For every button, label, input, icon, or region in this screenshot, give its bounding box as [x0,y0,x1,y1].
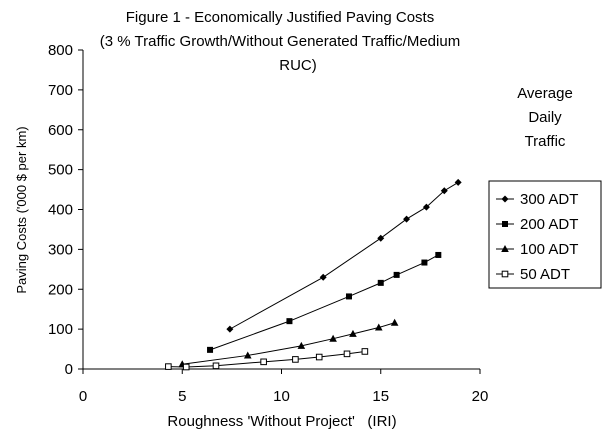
data-point [374,323,383,331]
chart-title: Figure 1 - Economically Justified Paving… [100,9,460,74]
x-tick-label: 15 [372,388,389,405]
data-point [182,363,190,371]
chart-legend: 300 ADT 200 ADT 100 ADT 50 ADT [488,180,602,289]
data-point [329,334,337,342]
legend-title-line-3: Traffic [525,133,566,150]
legend-item: 200 ADT [496,216,578,233]
series-100-adt [178,318,399,368]
legend-label: 300 ADT [520,191,578,208]
data-point [435,251,442,258]
data-point [345,293,352,300]
data-point [361,348,369,355]
data-point [393,271,400,278]
data-point [212,362,220,370]
x-tick-label: 10 [273,388,290,405]
data-point [422,203,430,211]
data-point [440,187,448,195]
data-point [343,350,351,358]
series-200-adt [207,251,442,353]
data-point [403,215,411,223]
y-tick-label: 300 [48,241,73,258]
data-point [315,353,323,361]
y-tick-label: 500 [48,162,73,179]
series-300-adt [226,178,462,333]
data-point [349,329,357,337]
data-point [454,178,462,186]
data-point [297,341,306,349]
y-axis-label: Paving Costs ('000 $ per km) [14,126,29,293]
legend-label: 200 ADT [520,216,578,233]
legend-title-line-2: Daily [528,109,562,126]
y-tick-label: 0 [65,361,73,378]
data-point [207,346,214,353]
chart-title-line-3: RUC) [279,57,317,74]
legend-label: 100 ADT [520,241,578,258]
chart-title-line-2: (3 % Traffic Growth/Without Generated Tr… [100,33,460,50]
chart-title-line-1: Figure 1 - Economically Justified Paving… [126,9,434,26]
y-tick-label: 200 [48,281,73,298]
legend-marker [502,221,508,227]
legend-title-line-1: Average [517,85,573,102]
legend-marker [501,270,509,278]
data-point [319,273,327,281]
legend-item: 300 ADT [496,191,578,208]
data-point [260,358,267,366]
data-point [165,363,172,370]
x-tick-label: 0 [79,388,87,405]
series-50-adt [165,348,369,371]
data-point [226,325,234,333]
data-point [292,356,299,363]
y-tick-label: 100 [48,321,73,338]
x-tick-label: 5 [178,388,186,405]
x-axis-label: Roughness 'Without Project' (IRI) [167,413,396,430]
legend-title: Average Daily Traffic [517,85,573,150]
legend-marker [501,195,509,203]
y-tick-label: 600 [48,122,73,139]
data-point [286,318,293,325]
series-line [209,254,439,351]
series-line [182,322,395,365]
legend-marker [501,245,509,252]
y-tick-label: 800 [48,42,73,59]
data-point [390,318,399,326]
plot-axes [82,50,480,370]
series-line [229,181,459,330]
y-tick-label: 700 [48,82,73,99]
legend-item: 100 ADT [496,241,578,258]
x-tick-label: 20 [472,388,489,405]
data-point [377,279,384,286]
data-point [243,351,252,359]
data-point [377,234,385,242]
data-point [421,259,428,266]
legend-item: 50 ADT [496,266,570,283]
series-line [168,350,365,368]
legend-label: 50 ADT [520,266,570,283]
y-tick-label: 400 [48,202,73,219]
